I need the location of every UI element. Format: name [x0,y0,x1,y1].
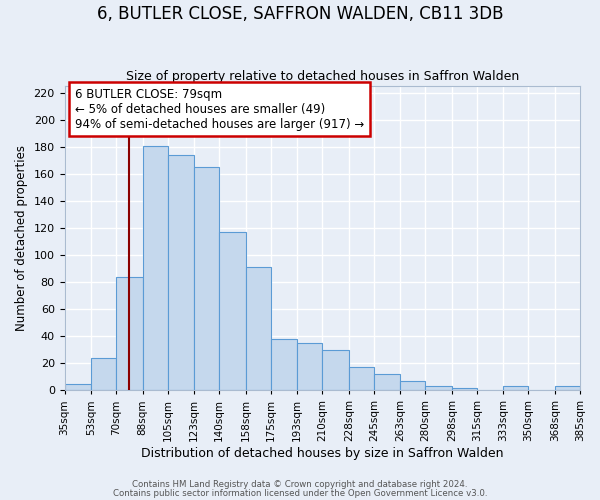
Bar [349,368,374,390]
Bar [194,167,219,390]
Bar [245,267,271,390]
Bar [91,358,116,390]
Bar [65,384,91,390]
Bar [143,146,167,390]
Bar [116,276,143,390]
Text: Contains HM Land Registry data © Crown copyright and database right 2024.: Contains HM Land Registry data © Crown c… [132,480,468,489]
Bar [271,339,297,390]
Bar [322,350,349,391]
Y-axis label: Number of detached properties: Number of detached properties [15,145,28,331]
Bar [400,381,425,390]
Text: 6, BUTLER CLOSE, SAFFRON WALDEN, CB11 3DB: 6, BUTLER CLOSE, SAFFRON WALDEN, CB11 3D… [97,5,503,23]
Bar [167,155,194,390]
Title: Size of property relative to detached houses in Saffron Walden: Size of property relative to detached ho… [125,70,519,84]
Bar [297,343,322,390]
Text: Contains public sector information licensed under the Open Government Licence v3: Contains public sector information licen… [113,488,487,498]
Bar [555,386,580,390]
X-axis label: Distribution of detached houses by size in Saffron Walden: Distribution of detached houses by size … [141,447,503,460]
Bar [219,232,245,390]
Bar [374,374,400,390]
Bar [425,386,452,390]
Text: 6 BUTLER CLOSE: 79sqm
← 5% of detached houses are smaller (49)
94% of semi-detac: 6 BUTLER CLOSE: 79sqm ← 5% of detached h… [75,88,364,130]
Bar [503,386,529,390]
Bar [452,388,477,390]
